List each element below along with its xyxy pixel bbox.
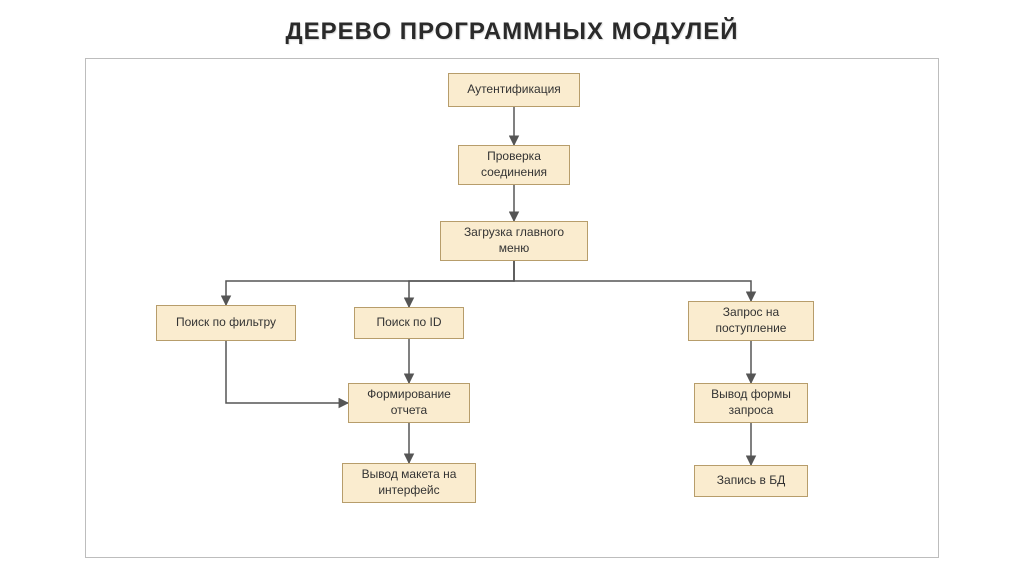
edge-filter-report — [226, 341, 348, 403]
edge-main_menu-by_id — [409, 261, 514, 307]
node-mockup: Вывод макета наинтерфейс — [342, 463, 476, 503]
node-request_in: Запрос напоступление — [688, 301, 814, 341]
edge-main_menu-filter — [226, 261, 514, 305]
node-by_id: Поиск по ID — [354, 307, 464, 339]
node-db_write: Запись в БД — [694, 465, 808, 497]
node-main_menu: Загрузка главногоменю — [440, 221, 588, 261]
node-filter: Поиск по фильтру — [156, 305, 296, 341]
node-form_out: Вывод формызапроса — [694, 383, 808, 423]
diagram-canvas: Аутентификация Проверкасоединения Загрузка… — [85, 58, 939, 558]
node-conn_check: Проверкасоединения — [458, 145, 570, 185]
page-title: ДЕРЕВО ПРОГРАММНЫХ МОДУЛЕЙ — [0, 0, 1024, 46]
node-auth: Аутентификация — [448, 73, 580, 107]
node-report: Формированиеотчета — [348, 383, 470, 423]
edge-main_menu-request_in — [514, 261, 751, 301]
